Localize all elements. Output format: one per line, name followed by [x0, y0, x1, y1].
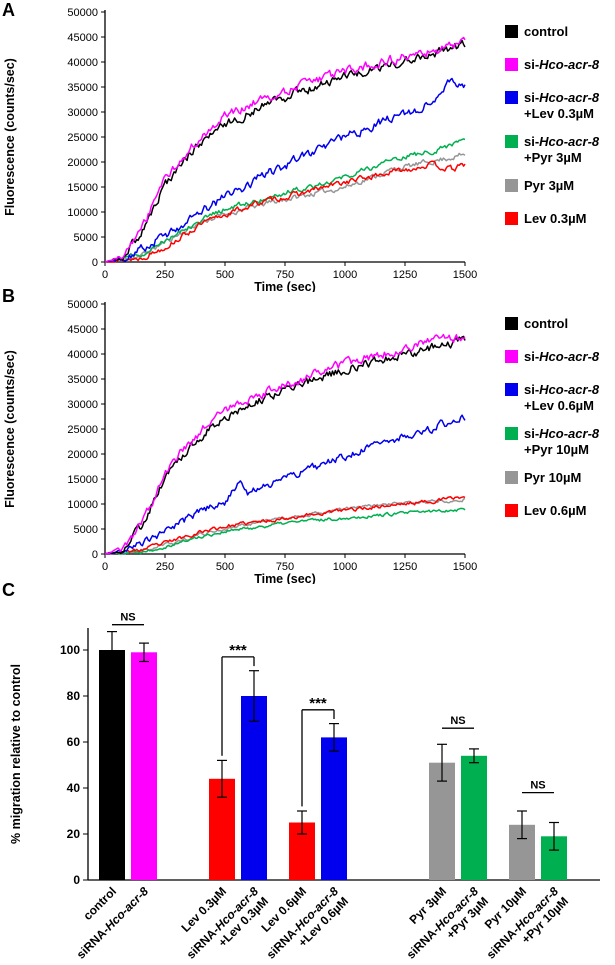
- svg-text:si-Hco-acr-8: si-Hco-acr-8: [524, 57, 600, 72]
- svg-text:1250: 1250: [393, 561, 417, 573]
- svg-text:250: 250: [156, 561, 174, 573]
- svg-text:45000: 45000: [67, 32, 98, 44]
- svg-text:Lev 0.6µM: Lev 0.6µM: [524, 503, 586, 518]
- svg-text:1250: 1250: [393, 269, 417, 281]
- svg-text:+Pyr 10µM: +Pyr 10µM: [524, 442, 589, 457]
- svg-text:10000: 10000: [67, 499, 98, 511]
- svg-text:Fluorescence (counts/sec): Fluorescence (counts/sec): [3, 350, 17, 508]
- svg-text:750: 750: [276, 269, 294, 281]
- svg-text:40000: 40000: [67, 57, 98, 69]
- svg-text:25000: 25000: [67, 424, 98, 436]
- svg-text:+Lev 0.6µM: +Lev 0.6µM: [524, 398, 594, 413]
- svg-text:0: 0: [92, 257, 98, 269]
- svg-text:80: 80: [67, 689, 81, 703]
- svg-text:35000: 35000: [67, 374, 98, 386]
- svg-text:30000: 30000: [67, 107, 98, 119]
- panel-a-line-chart: 0500010000150002000025000300003500040000…: [3, 7, 600, 292]
- svg-text:Time (sec): Time (sec): [254, 572, 316, 584]
- svg-text:0: 0: [92, 549, 98, 561]
- svg-text:control: control: [524, 24, 568, 39]
- svg-text:1000: 1000: [333, 561, 357, 573]
- svg-text:500: 500: [216, 561, 234, 573]
- svg-text:si-Hco-acr-8: si-Hco-acr-8: [524, 349, 600, 364]
- svg-text:60: 60: [67, 735, 81, 749]
- svg-text:si-Hco-acr-8: si-Hco-acr-8: [524, 90, 600, 105]
- svg-text:Pyr 10µM: Pyr 10µM: [524, 470, 581, 485]
- svg-text:si-Hco-acr-8: si-Hco-acr-8: [524, 382, 600, 397]
- svg-text:45000: 45000: [67, 324, 98, 336]
- panel-b-label: B: [2, 286, 15, 306]
- svg-text:50000: 50000: [67, 299, 98, 311]
- svg-text:***: ***: [229, 642, 247, 659]
- svg-text:+Pyr 3µM: +Pyr 3µM: [524, 150, 582, 165]
- svg-text:0: 0: [102, 561, 108, 573]
- svg-text:NS: NS: [120, 612, 135, 624]
- svg-text:1000: 1000: [333, 269, 357, 281]
- svg-text:750: 750: [276, 561, 294, 573]
- panel-a-label: A: [2, 0, 15, 20]
- svg-text:5000: 5000: [74, 524, 98, 536]
- svg-text:Fluorescence (counts/sec): Fluorescence (counts/sec): [3, 58, 17, 216]
- svg-text:15000: 15000: [67, 182, 98, 194]
- svg-text:250: 250: [156, 269, 174, 281]
- svg-text:20: 20: [67, 827, 81, 841]
- svg-text:NS: NS: [530, 780, 545, 792]
- svg-text:100: 100: [60, 643, 80, 657]
- svg-text:25000: 25000: [67, 132, 98, 144]
- svg-text:Time (sec): Time (sec): [254, 280, 316, 292]
- svg-text:1500: 1500: [453, 561, 477, 573]
- svg-text:+Lev 0.3µM: +Lev 0.3µM: [524, 106, 594, 121]
- svg-text:***: ***: [309, 695, 327, 712]
- panel-c-bar-chart: 0 20 40 60 80 100 % migration relative to cont…: [9, 612, 600, 962]
- svg-text:1500: 1500: [453, 269, 477, 281]
- svg-text:30000: 30000: [67, 399, 98, 411]
- svg-text:si-Hco-acr-8: si-Hco-acr-8: [524, 426, 600, 441]
- svg-text:0: 0: [102, 269, 108, 281]
- svg-text:si-Hco-acr-8: si-Hco-acr-8: [524, 134, 600, 149]
- svg-text:35000: 35000: [67, 82, 98, 94]
- svg-text:Lev 0.3µM: Lev 0.3µM: [524, 211, 586, 226]
- svg-text:40: 40: [67, 781, 81, 795]
- svg-text:20000: 20000: [67, 157, 98, 169]
- svg-text:20000: 20000: [67, 449, 98, 461]
- svg-text:control: control: [524, 316, 568, 331]
- svg-text:50000: 50000: [67, 7, 98, 19]
- panel-c-label: C: [2, 580, 15, 600]
- svg-text:Pyr 3µM: Pyr 3µM: [524, 178, 574, 193]
- svg-text:500: 500: [216, 269, 234, 281]
- svg-text:NS: NS: [450, 715, 465, 727]
- svg-text:10000: 10000: [67, 207, 98, 219]
- panel-b-line-chart: 0500010000150002000025000300003500040000…: [3, 299, 600, 584]
- svg-text:0: 0: [73, 873, 80, 887]
- svg-text:15000: 15000: [67, 474, 98, 486]
- svg-text:40000: 40000: [67, 349, 98, 361]
- svg-text:5000: 5000: [74, 232, 98, 244]
- svg-text:% migration relative to contro: % migration relative to control: [9, 664, 23, 844]
